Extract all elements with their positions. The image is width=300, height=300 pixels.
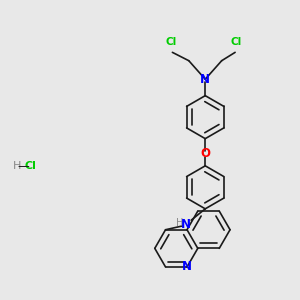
Text: Cl: Cl (165, 37, 176, 47)
Text: N: N (200, 73, 210, 86)
Text: —: — (17, 160, 29, 173)
Text: O: O (200, 147, 210, 160)
Text: Cl: Cl (25, 161, 37, 171)
Text: N: N (182, 260, 192, 274)
Text: Cl: Cl (231, 37, 242, 47)
Text: H: H (176, 218, 183, 228)
Text: N: N (181, 218, 191, 231)
Text: H: H (13, 161, 21, 171)
